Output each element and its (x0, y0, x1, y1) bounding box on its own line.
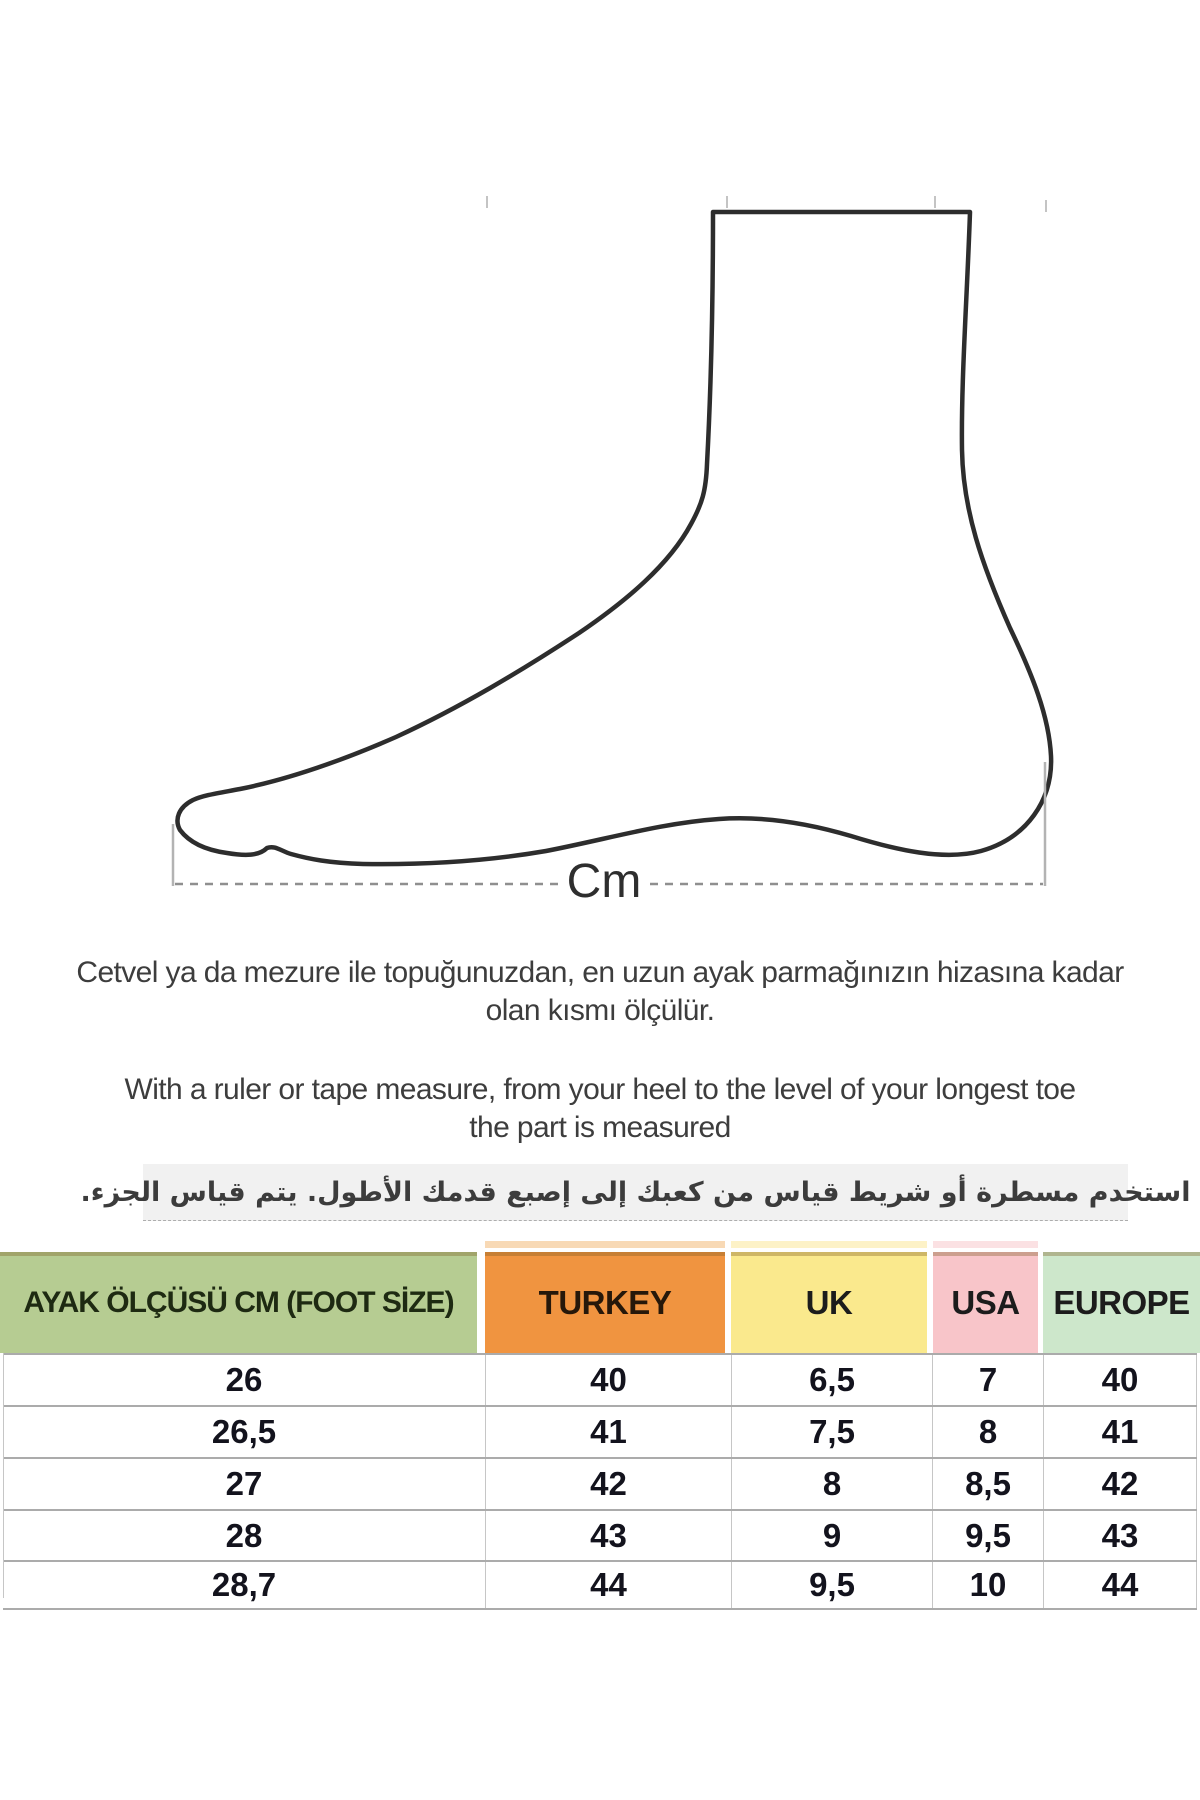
header-turkey: TURKEY (485, 1252, 725, 1353)
ruler-tick-marks (486, 196, 1047, 212)
arabic-instruction-text: استخدم مسطرة أو شريط قياس من كعبك إلى إص… (80, 1176, 1191, 1208)
cell-foot-size: 28,7 (211, 1566, 277, 1603)
turkish-instruction-line1: Cetvel ya da mezure ile topuğunuzdan, en… (76, 956, 1124, 989)
size-table-body: 26 40 6,5 7 40 26,5 41 7,5 8 41 27 42 8 … (3, 1353, 1197, 1610)
header-top-edge (731, 1252, 927, 1256)
measurement-brackets (171, 762, 1047, 886)
header-top-edge (1043, 1252, 1200, 1256)
cm-measure-label: Cm (566, 855, 642, 908)
table-row: 28 43 9 9,5 43 (3, 1509, 1197, 1560)
cell-usa: 10 (932, 1562, 1043, 1608)
cell-foot-size: 26,5 (211, 1413, 277, 1450)
cell-usa: 7 (932, 1355, 1043, 1405)
cell-usa: 8 (932, 1407, 1043, 1457)
header-foot-size-label: AYAK ÖLÇÜSÜ CM (FOOT SİZE) (23, 1285, 454, 1319)
english-instructions: With a ruler or tape measure, from your … (0, 1071, 1200, 1147)
cell-foot-size: 26 (225, 1361, 263, 1398)
header-top-edge (0, 1252, 477, 1256)
cell-europe: 42 (1043, 1459, 1197, 1509)
header-top-edge (933, 1252, 1038, 1256)
cell-foot-size: 28 (225, 1516, 263, 1554)
header-usa: USA (933, 1252, 1038, 1353)
cell-uk: 9 (731, 1511, 932, 1560)
cell-turkey: 43 (485, 1511, 731, 1560)
accent-strip-uk (731, 1241, 927, 1248)
cell-europe: 44 (1043, 1562, 1197, 1608)
cell-turkey: 40 (485, 1355, 731, 1405)
header-usa-label: USA (951, 1283, 1020, 1321)
header-europe: EUROPE (1043, 1252, 1200, 1353)
cell-turkey: 42 (485, 1459, 731, 1509)
header-uk: UK (731, 1252, 927, 1353)
header-turkey-label: TURKEY (538, 1283, 672, 1321)
accent-strip-usa (933, 1241, 1038, 1248)
header-europe-label: EUROPE (1053, 1283, 1190, 1321)
cell-europe: 43 (1043, 1511, 1197, 1560)
cell-europe: 41 (1043, 1407, 1197, 1457)
cell-turkey: 41 (485, 1407, 731, 1457)
foot-outline-diagram (171, 196, 1054, 886)
cell-uk: 9,5 (731, 1562, 932, 1608)
header-foot-size-cm: AYAK ÖLÇÜSÜ CM (FOOT SİZE) (0, 1252, 477, 1353)
cell-uk: 6,5 (731, 1355, 932, 1405)
table-row: 28,7 44 9,5 10 44 (3, 1560, 1197, 1610)
table-row: 26,5 41 7,5 8 41 (3, 1405, 1197, 1457)
accent-strip-turkey (485, 1241, 725, 1248)
english-instruction-line1: With a ruler or tape measure, from your … (124, 1073, 1077, 1106)
cell-usa: 8,5 (932, 1459, 1043, 1509)
header-top-edge (485, 1252, 725, 1256)
table-row: 26 40 6,5 7 40 (3, 1353, 1197, 1405)
header-uk-label: UK (805, 1283, 853, 1321)
turkish-instruction-line2: olan kısmı ölçülür. (485, 994, 715, 1027)
turkish-instructions: Cetvel ya da mezure ile topuğunuzdan, en… (0, 954, 1200, 1030)
cell-uk: 7,5 (731, 1407, 932, 1457)
cell-foot-size: 27 (225, 1465, 263, 1502)
cell-europe: 40 (1043, 1355, 1197, 1405)
english-instruction-line2: the part is measured (469, 1111, 731, 1144)
cell-turkey: 44 (485, 1562, 731, 1608)
foot-outline-path (175, 209, 1054, 867)
cell-usa: 9,5 (932, 1511, 1043, 1560)
table-left-border (3, 1353, 4, 1598)
arabic-instructions-band: استخدم مسطرة أو شريط قياس من كعبك إلى إص… (81, 1164, 1190, 1221)
cell-uk: 8 (731, 1459, 932, 1509)
table-row: 27 42 8 8,5 42 (3, 1457, 1197, 1509)
